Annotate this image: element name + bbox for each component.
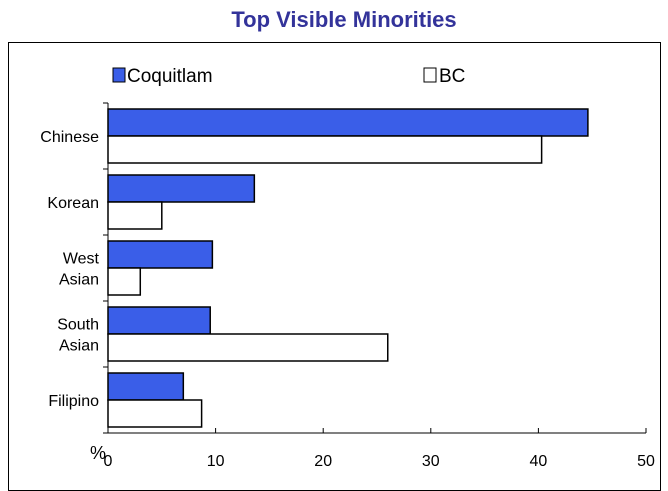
legend-label-coquitlam: Coquitlam bbox=[127, 66, 213, 87]
x-axis-tick-label-30: 30 bbox=[422, 453, 440, 470]
x-axis-unit: % bbox=[90, 443, 106, 463]
legend-label-bc: BC bbox=[439, 66, 465, 87]
legend-swatch-coquitlam bbox=[112, 67, 126, 83]
legend-swatch-bc bbox=[423, 67, 437, 83]
bar-coquitlam-south-asian bbox=[107, 306, 211, 335]
bar-bc-west-asian bbox=[107, 267, 142, 296]
category-label-chinese: Chinese bbox=[40, 129, 99, 146]
category-label-west-asian-line-2: Asian bbox=[59, 272, 99, 289]
bar-coquitlam-west-asian bbox=[107, 240, 214, 269]
axes: 0 10 20 30 40 50 bbox=[103, 102, 655, 470]
bar-bc-south-asian bbox=[107, 333, 389, 362]
legend: Coquitlam BC bbox=[112, 66, 465, 87]
x-axis-tick-label-0: 0 bbox=[104, 453, 113, 470]
x-axis-tick-label-10: 10 bbox=[207, 453, 225, 470]
x-axis-tick-label-50: 50 bbox=[637, 453, 655, 470]
bar-coquitlam-chinese bbox=[107, 108, 589, 137]
category-label-south-asian-line-2: Asian bbox=[59, 338, 99, 355]
bar-bc-filipino bbox=[107, 399, 203, 428]
bar-coquitlam-filipino bbox=[107, 372, 185, 401]
x-axis-tick-label-20: 20 bbox=[314, 453, 332, 470]
chart-title: Top Visible Minorities bbox=[231, 7, 456, 32]
x-axis-tick-label-40: 40 bbox=[530, 453, 548, 470]
bar-bc-korean bbox=[107, 201, 163, 230]
category-labels: Chinese Korean West Asian South Asian Filipino bbox=[40, 129, 99, 410]
bar-coquitlam-korean bbox=[107, 174, 256, 203]
category-label-west-asian-line-1: West bbox=[63, 251, 100, 268]
bars bbox=[107, 108, 589, 428]
category-label-korean: Korean bbox=[47, 195, 99, 212]
category-label-filipino: Filipino bbox=[48, 393, 99, 410]
bar-bc-chinese bbox=[107, 135, 543, 164]
category-label-south-asian-line-1: South bbox=[57, 317, 99, 334]
